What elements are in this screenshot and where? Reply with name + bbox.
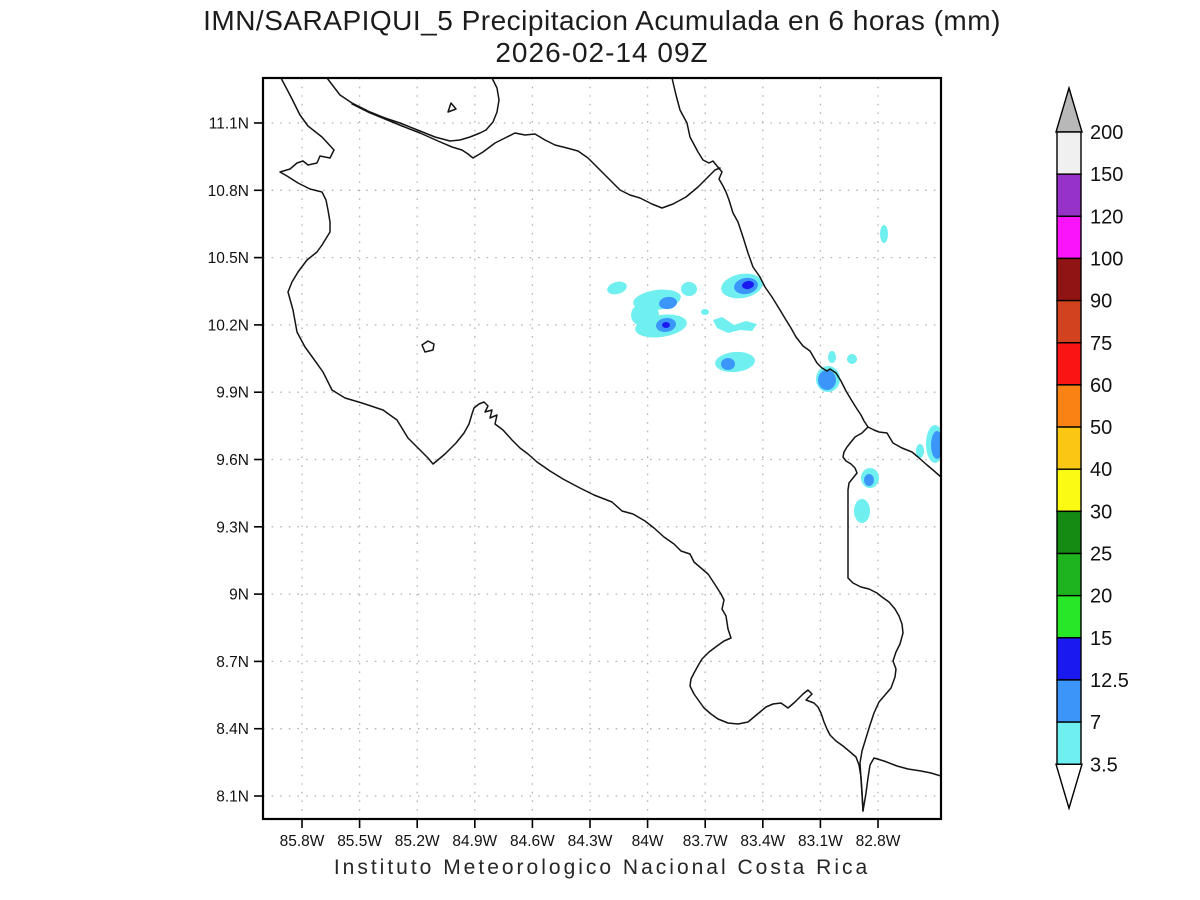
colorbar-level-label: 90 xyxy=(1090,291,1112,313)
colorbar-block xyxy=(1056,342,1082,386)
lat-tick-label: 9.3N xyxy=(216,519,249,536)
precip-cell xyxy=(864,474,874,486)
colorbar-block xyxy=(1056,637,1082,681)
precip-cell xyxy=(931,431,941,459)
lon-tick-label: 84.6W xyxy=(510,833,555,850)
precip-cell xyxy=(854,499,870,523)
chart-subtitle: 2026-02-14 09Z xyxy=(495,37,709,68)
lon-tick-label: 84.9W xyxy=(452,833,497,850)
precip-cell xyxy=(916,444,924,458)
precip-cell xyxy=(713,317,757,333)
precip-cell xyxy=(681,282,697,296)
precip-cell xyxy=(742,280,754,290)
precip-cell xyxy=(701,309,709,315)
colorbar-level-label: 40 xyxy=(1090,459,1112,481)
precip-cell xyxy=(880,225,888,243)
colorbar-level-label: 200 xyxy=(1090,122,1123,144)
colorbar-level-label: 30 xyxy=(1090,501,1112,523)
map-path-caribbean-coast xyxy=(671,78,941,478)
colorbar-level-label: 120 xyxy=(1090,206,1123,228)
colorbar-block xyxy=(1056,552,1082,597)
colorbar-block xyxy=(1056,510,1082,555)
colorbar-level-label: 100 xyxy=(1090,248,1123,270)
colorbar-level-label: 50 xyxy=(1090,417,1112,439)
colorbar-level-label: 12.5 xyxy=(1090,670,1129,692)
colorbar-block xyxy=(1056,679,1082,723)
lat-tick-label: 10.8N xyxy=(208,183,249,200)
lon-tick-label: 83.7W xyxy=(683,833,728,850)
map-area: 85.8W 85.5W 85.2W 84.9W 84.6W 84.3W 84W 83.7W 83… xyxy=(208,76,943,851)
precip-cell xyxy=(818,370,836,390)
precip-cell xyxy=(715,351,755,373)
lon-tick-label: 85.5W xyxy=(337,833,382,850)
lon-tick-label: 83.1W xyxy=(798,833,843,850)
map-path-gulf-island xyxy=(421,340,435,353)
colorbar-level-label: 20 xyxy=(1090,586,1112,608)
colorbar-block xyxy=(1056,384,1082,428)
colorbar-level-label: 150 xyxy=(1090,164,1123,186)
map-path-lake-east-shore xyxy=(485,78,500,131)
map-path-lake-shore xyxy=(326,78,487,142)
colorbar-block xyxy=(1056,173,1082,217)
lat-tick-label: 11.1N xyxy=(209,116,249,133)
colorbar-level-label: 60 xyxy=(1090,375,1112,397)
lon-tick-label: 84W xyxy=(632,833,664,850)
caption-institute: Instituto Meteorologico Nacional Costa R… xyxy=(333,856,871,879)
colorbar: 200 150 120 100 90 75 60 50 40 30 25 20 15 12.5 7 3.5 xyxy=(1055,85,1129,811)
precip-cell xyxy=(847,354,857,364)
lat-tick-label: 9.9N xyxy=(216,385,249,402)
lon-tick-label: 85.2W xyxy=(395,833,440,850)
colorbar-level-label: 7 xyxy=(1090,712,1101,734)
map-path-lake-island xyxy=(447,102,457,113)
lon-tick-label: 82.8W xyxy=(856,833,901,850)
chart-title: IMN/SARAPIQUI_5 Precipitacion Acumulada … xyxy=(203,5,1001,36)
colorbar-block xyxy=(1056,299,1082,344)
lon-tick-label: 84.3W xyxy=(568,833,613,850)
map-path-nicaragua-border xyxy=(351,103,721,209)
lat-tick-label: 9N xyxy=(229,587,249,604)
colorbar-arrow-down-icon xyxy=(1055,763,1083,811)
colorbar-block xyxy=(1056,426,1082,470)
map-path-panama-border xyxy=(842,426,904,812)
colorbar-level-label: 25 xyxy=(1090,544,1112,566)
colorbar-block xyxy=(1056,721,1082,765)
precip-cell xyxy=(607,281,627,295)
precip-cell xyxy=(662,322,670,328)
latlon-grid xyxy=(263,78,941,819)
colorbar-arrow-up-icon xyxy=(1055,85,1083,133)
colorbar-level-label: 3.5 xyxy=(1090,754,1118,776)
lon-tick-label: 83.4W xyxy=(740,833,785,850)
colorbar-block xyxy=(1056,594,1082,639)
precip-cell xyxy=(828,351,836,363)
colorbar-block xyxy=(1056,257,1082,302)
lat-tick-label: 8.4N xyxy=(216,721,249,738)
precip-shading xyxy=(607,225,941,523)
precip-cell xyxy=(659,296,677,310)
colorbar-block xyxy=(1056,131,1082,175)
coastline-borders xyxy=(279,78,941,812)
colorbar-block xyxy=(1056,215,1082,260)
colorbar-block xyxy=(1056,468,1082,513)
lat-tick-label: 10.2N xyxy=(208,317,249,334)
lat-tick-label: 10.5N xyxy=(208,250,249,267)
axis-ticks xyxy=(254,122,879,828)
lon-tick-label: 85.8W xyxy=(280,833,325,850)
lat-tick-label: 8.7N xyxy=(216,654,249,671)
colorbar-level-label: 75 xyxy=(1090,333,1112,355)
lat-tick-label: 8.1N xyxy=(216,789,249,806)
colorbar-level-label: 15 xyxy=(1090,628,1112,650)
precip-cell xyxy=(721,358,735,370)
lat-tick-label: 9.6N xyxy=(216,452,249,469)
axis-labels: 85.8W 85.5W 85.2W 84.9W 84.6W 84.3W 84W 83.7W 83… xyxy=(208,116,901,851)
map-path-pacific-coast xyxy=(279,78,941,812)
map-frame xyxy=(261,76,943,821)
